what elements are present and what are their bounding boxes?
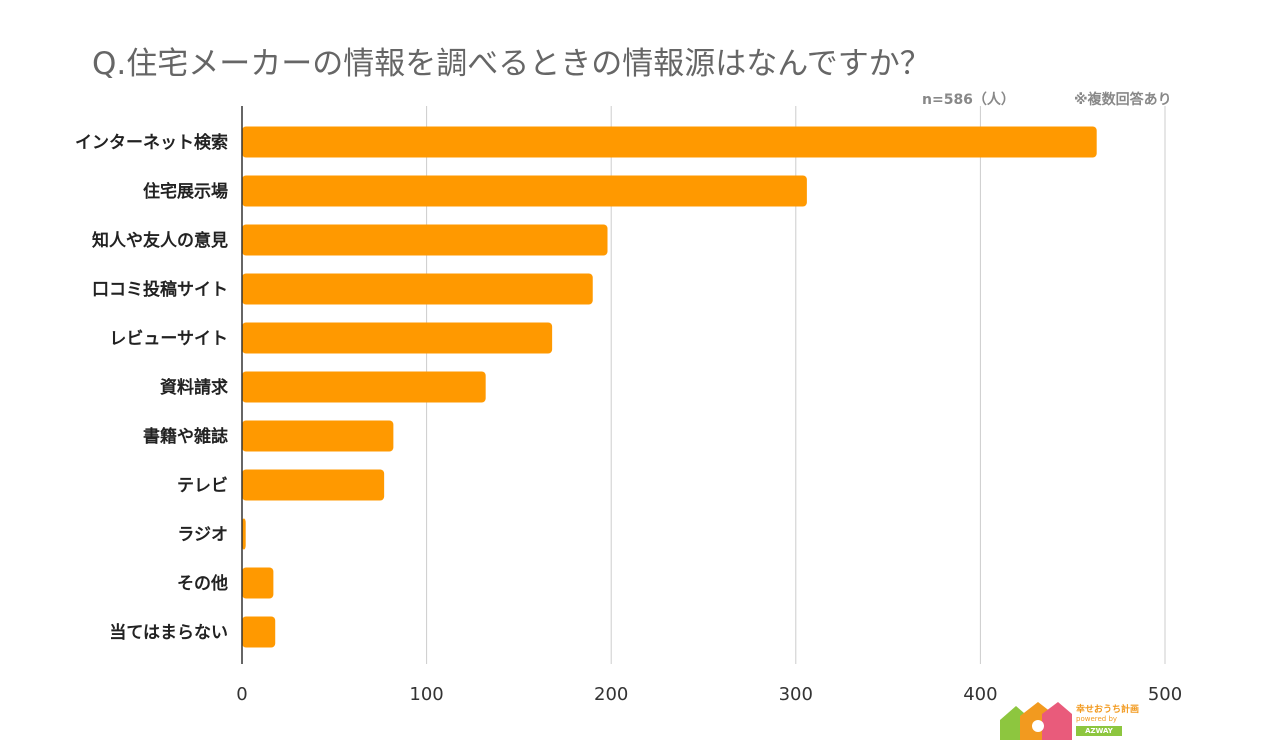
multiple-answer-note: ※複数回答あり (1074, 92, 1172, 108)
bar (242, 616, 276, 648)
bar (242, 469, 385, 501)
bar (242, 420, 394, 452)
category-label: 口コミ投稿サイト (92, 279, 228, 300)
x-tick-label: 200 (594, 684, 628, 705)
category-label: インターネット検索 (75, 132, 228, 153)
chart-title: Q.住宅メーカーの情報を調べるときの情報源はなんですか？ (92, 46, 931, 82)
logo-powered-by: powered by (1076, 715, 1118, 723)
house-logo-icon (1000, 702, 1072, 740)
category-label: 当てはまらない (109, 622, 228, 643)
logo-brand-name: 幸せおうち計画 (1076, 705, 1140, 715)
category-label: 書籍や雑誌 (143, 426, 228, 447)
bar (242, 567, 274, 599)
category-label: 知人や友人の意見 (91, 230, 228, 251)
category-label: 住宅展示場 (143, 181, 228, 202)
category-label: テレビ (177, 476, 228, 496)
bar (242, 175, 807, 207)
bar (242, 224, 608, 256)
bar (242, 273, 593, 305)
x-tick-label: 0 (236, 684, 247, 705)
bar (242, 371, 486, 403)
x-tick-label: 100 (409, 684, 443, 705)
x-tick-label: 500 (1148, 684, 1182, 705)
category-label: 資料請求 (160, 377, 228, 398)
x-tick-label: 400 (963, 684, 997, 705)
brand-logo: 幸せおうち計画 powered by AZWAY (998, 698, 1139, 742)
logo-company: AZWAY (1076, 726, 1122, 736)
category-label: レビューサイト (109, 329, 228, 349)
x-tick-label: 300 (779, 684, 813, 705)
bar (242, 126, 1097, 158)
sample-size-note: n=586（人） (922, 92, 1015, 108)
bar (242, 518, 246, 550)
category-label: ラジオ (177, 525, 228, 545)
category-label: その他 (177, 573, 228, 594)
bar (242, 322, 553, 354)
